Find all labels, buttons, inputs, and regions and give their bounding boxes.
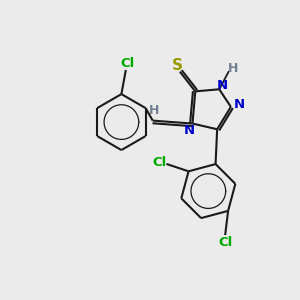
Text: H: H — [228, 61, 239, 75]
Text: Cl: Cl — [120, 57, 134, 70]
Text: N: N — [217, 79, 228, 92]
Text: S: S — [172, 58, 183, 73]
Text: N: N — [234, 98, 245, 111]
Text: N: N — [184, 124, 195, 136]
Text: Cl: Cl — [218, 236, 232, 249]
Text: Cl: Cl — [152, 156, 166, 169]
Text: H: H — [149, 104, 159, 117]
